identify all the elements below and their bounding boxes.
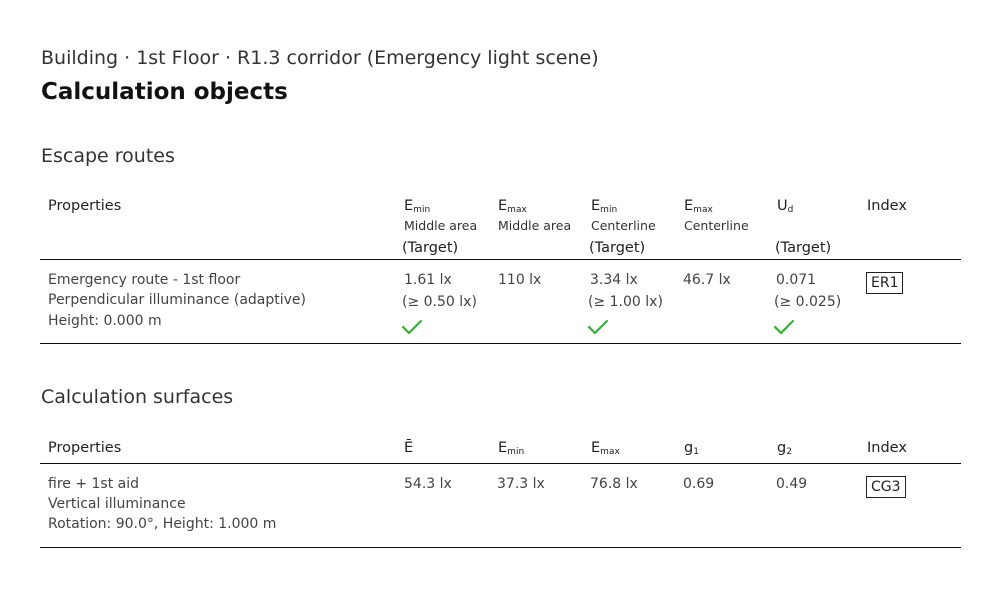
emax-value: 76.8 lx xyxy=(590,476,638,492)
header-emin-centerline-label: Centerline xyxy=(591,218,656,233)
surface-name: fire + 1st aid xyxy=(48,476,140,492)
surface-rotation: Rotation: 90.0°, Height: 1.000 m xyxy=(48,516,277,532)
route-mode: Perpendicular illuminance (adaptive) xyxy=(48,292,306,308)
header-emin-middle: Emin xyxy=(404,198,431,215)
emax-middle-value: 110 lx xyxy=(498,272,542,288)
header-emax-middle: Emax xyxy=(498,198,527,215)
emin-middle-target-value: (≥ 0.50 lx) xyxy=(402,294,477,310)
page-title: Calculation objects xyxy=(41,79,288,105)
route-name: Emergency route - 1st floor xyxy=(48,272,241,288)
header-emax-centerline-label: Centerline xyxy=(684,218,749,233)
e-avg-value: 54.3 lx xyxy=(404,476,452,492)
header-index: Index xyxy=(867,440,907,456)
emin-centerline-value: 3.34 lx xyxy=(590,272,638,288)
emax-centerline-value: 46.7 lx xyxy=(683,272,731,288)
header-g2: g2 xyxy=(777,440,792,457)
header-emin-centerline: Emin xyxy=(591,198,618,215)
header-divider xyxy=(40,463,961,464)
header-emin-middle-label: Middle area xyxy=(404,218,478,233)
emin-centerline-target-value: (≥ 1.00 lx) xyxy=(588,294,663,310)
header-emax-centerline: Emax xyxy=(684,198,713,215)
check-icon xyxy=(587,319,609,335)
header-properties: Properties xyxy=(48,198,122,214)
table-bottom-divider xyxy=(40,547,961,548)
header-properties: Properties xyxy=(48,440,122,456)
header-g1: g1 xyxy=(684,440,699,457)
ud-value: 0.071 xyxy=(776,272,817,288)
header-emax-middle-label: Middle area xyxy=(498,218,572,233)
escape-routes-title: Escape routes xyxy=(41,145,175,167)
header-emin-middle-target: (Target) xyxy=(402,240,459,256)
header-emin-centerline-target: (Target) xyxy=(589,240,646,256)
table-bottom-divider xyxy=(40,343,961,344)
header-ud-target: (Target) xyxy=(775,240,832,256)
header-ud: Ud xyxy=(777,198,794,215)
header-emax: Emax xyxy=(591,440,620,457)
g2-value: 0.49 xyxy=(776,476,808,492)
surface-mode: Vertical illuminance xyxy=(48,496,186,512)
check-icon xyxy=(773,319,795,335)
header-index: Index xyxy=(867,198,907,214)
header-e-avg: Ē xyxy=(404,440,414,456)
index-badge: CG3 xyxy=(866,476,906,498)
emin-middle-value: 1.61 lx xyxy=(404,272,452,288)
header-emin: Emin xyxy=(498,440,525,457)
g1-value: 0.69 xyxy=(683,476,715,492)
breadcrumb: Building · 1st Floor · R1.3 corridor (Em… xyxy=(41,47,599,69)
check-icon xyxy=(401,319,423,335)
route-height: Height: 0.000 m xyxy=(48,313,162,329)
calc-surfaces-title: Calculation surfaces xyxy=(41,386,234,408)
index-badge: ER1 xyxy=(866,272,904,294)
emin-value: 37.3 lx xyxy=(497,476,545,492)
header-divider xyxy=(40,259,961,260)
ud-target-value: (≥ 0.025) xyxy=(774,294,842,310)
